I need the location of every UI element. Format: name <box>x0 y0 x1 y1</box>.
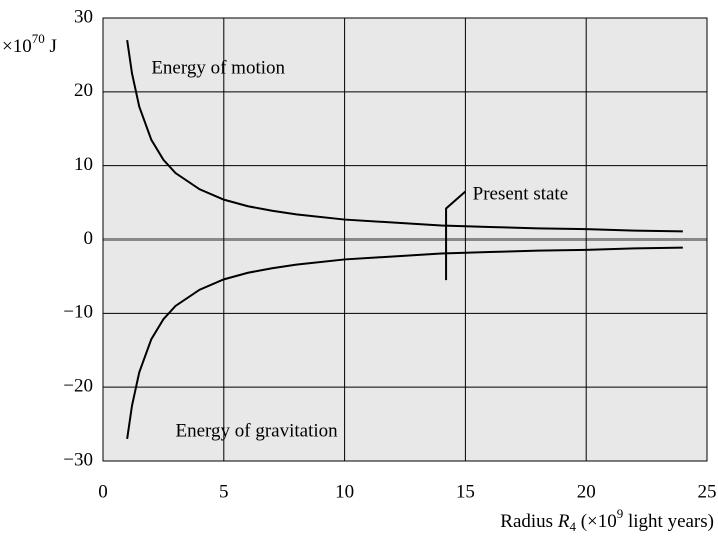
y-tick-label: 10 <box>74 154 93 175</box>
x-axis-label: Radius R4 (×109 light years) <box>500 506 714 534</box>
y-label-exp: 70 <box>32 31 45 46</box>
y-axis-label: ×1070 J <box>2 31 57 57</box>
x-label-exp: 9 <box>617 506 624 521</box>
y-tick-label: 0 <box>84 228 94 249</box>
series-line <box>126 40 683 233</box>
y-tick-label: −10 <box>63 302 93 323</box>
x-label-pre: Radius <box>500 511 558 532</box>
annotation: Energy of motion <box>151 57 285 78</box>
series-line <box>126 246 683 439</box>
plot-border <box>102 17 708 462</box>
y-tick-label: −20 <box>63 376 93 397</box>
y-tick-label: 30 <box>74 6 93 27</box>
x-label-sub: 4 <box>569 519 576 534</box>
x-tick-label: 0 <box>98 481 108 502</box>
y-label-base: ×10 <box>2 36 32 57</box>
x-label-var: R <box>557 511 570 532</box>
y-label-unit: J <box>45 36 57 57</box>
x-tick-label: 25 <box>698 481 717 502</box>
annotation: Present state <box>473 184 569 205</box>
y-tick-label: −30 <box>63 449 93 470</box>
present-state-marker <box>445 190 467 281</box>
y-tick-label: 20 <box>74 80 93 101</box>
x-tick-label: 5 <box>219 481 229 502</box>
x-label-post: light years) <box>623 511 714 532</box>
x-tick-label: 10 <box>335 481 354 502</box>
x-tick-label: 20 <box>577 481 596 502</box>
x-label-mid: (×10 <box>576 511 617 532</box>
annotation: Energy of gravitation <box>175 421 338 442</box>
x-tick-label: 15 <box>456 481 475 502</box>
